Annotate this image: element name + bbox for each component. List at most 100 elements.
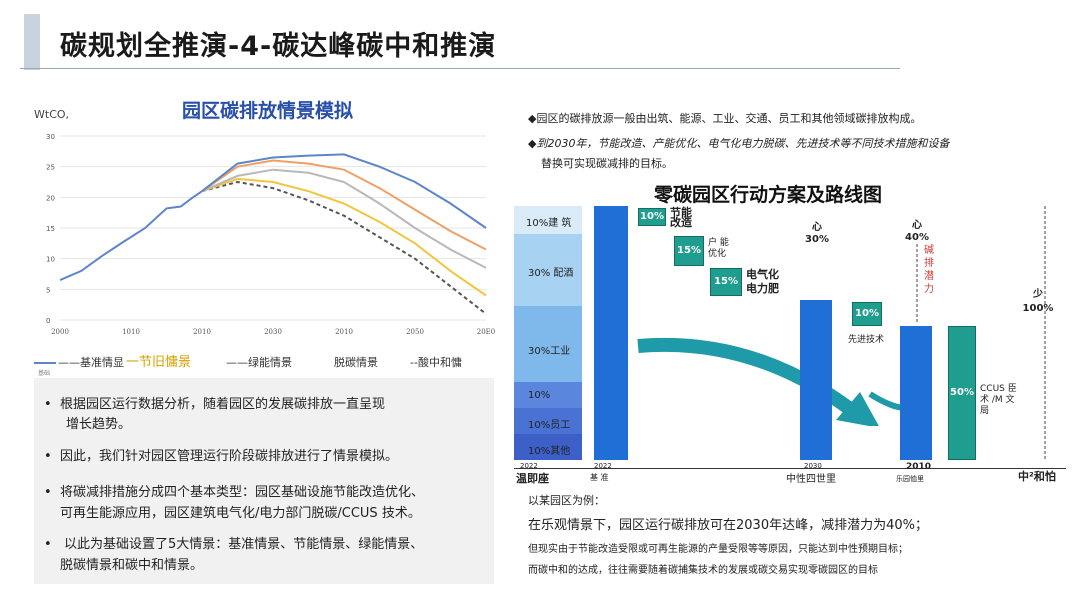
x-tick-label: 1010	[122, 328, 140, 336]
example-line-optimistic: 在乐观情景下，园区运行碳排放可在2030年达峰，减排潜力为40%；	[528, 518, 928, 533]
bullet-text: 将碳减排措施分成四个基本类型：园区基础设施节能改造优化、	[60, 485, 425, 500]
total-range-line	[1044, 206, 1046, 460]
series-line-1	[201, 159, 487, 251]
stack-segment-building: 10%建 筑	[514, 206, 582, 234]
bullet-text: 根据园区运行数据分析，随着园区的发展碳排放一直呈现	[60, 397, 386, 412]
title-bar: 碳规划全推演-4-碳达峰碳中和推演	[24, 14, 1080, 72]
y-tick-label: 0	[46, 317, 50, 325]
legend-label: 脱碳情景	[334, 356, 378, 369]
stack-segment-industry: 30%工业	[514, 306, 582, 382]
measure-label-capacity: 户 能 优化	[708, 238, 729, 259]
callout-100: 少 100%	[1022, 289, 1054, 314]
legend-label: --酸中和慵	[410, 356, 462, 369]
bullet-text: 可再生能源应用，园区建筑电气化/电力部门脱碳/CCUS 技术。	[60, 506, 421, 521]
legend-footnote: 基础	[38, 370, 51, 377]
measure-box-retrofit: 10%	[638, 208, 666, 226]
example-heading: 以某园区为例：	[528, 494, 605, 507]
source-note: ◆园区的碳排放源一般由出筑、能源、工业、交通、员工和其他领域碳排放构成。	[528, 112, 922, 125]
example-line-reality: 但现实由于节能改造受限或可再生能源的产量受限等等原因，只能达到中性预期目标；	[528, 544, 908, 555]
page-title: 碳规划全推演-4-碳达峰碳中和推演	[60, 31, 497, 62]
analysis-text-panel: • 根据园区运行数据分析，随着园区的发展碳排放一直呈现 增长趋势。 • 因此，我…	[34, 378, 494, 584]
axis-year-neutral: 2010	[906, 462, 932, 472]
bullet-text: 脱碳情景和碳中和情景。	[60, 558, 204, 573]
series-line-0	[201, 153, 487, 229]
legend-item-decarbon: 脱碳情景	[334, 354, 378, 370]
axis-label-neutral: 乐园恤里	[896, 475, 924, 483]
y-tick-label: 15	[46, 225, 55, 233]
measure-label-electrify: 电气化 电力肥	[746, 268, 779, 295]
x-tick-label: 2000	[51, 328, 69, 336]
axis-year-start: 2022	[520, 462, 538, 470]
reduction-range-line	[916, 244, 918, 324]
legend-swatch	[34, 362, 56, 364]
bar-neutral-expected	[900, 326, 932, 460]
axis-label-peak: 中性四世里	[786, 474, 836, 485]
target-note: ◆到2030年，节能改造、产能优化、电气化电力脱碳、先进技术等不同技术措施和设备	[528, 137, 950, 150]
bar-2030	[800, 300, 832, 460]
measure-label-advanced-tech: 先进技术	[848, 335, 885, 345]
legend-item-baseline: ——基准情显	[34, 354, 124, 370]
y-tick-label: 25	[46, 164, 55, 172]
measure-box-advanced-tech: 10%	[852, 302, 882, 326]
y-axis-unit: WtCO,	[34, 108, 70, 121]
title-accent-bar	[24, 14, 40, 70]
chart-legend: ——基准情显 一节旧慵景 ——绿能情景 脱碳情景 --酸中和慵 基础	[34, 350, 496, 377]
stack-label: 10%员工	[528, 420, 571, 431]
roadmap-diagram: 10%建 筑 30% 配酒 30%工业 10% 10%员工 10%其他 10% …	[514, 206, 1080, 485]
measure-box-ccus: 50%	[948, 326, 976, 460]
stack-label: 10%其他	[528, 446, 571, 457]
measure-box-capacity: 15%	[674, 236, 704, 266]
legend-item-neutral: --酸中和慵	[410, 354, 462, 370]
measure-label-retrofit: 节能改造	[670, 206, 692, 229]
series-line-4	[201, 180, 487, 315]
x-tick-label: 2030	[264, 328, 282, 336]
title-divider	[20, 68, 900, 69]
legend-item-green-energy: ——绿能情景	[226, 354, 292, 370]
stack-label: 10%	[528, 390, 551, 401]
chart-title: 园区碳排放情景模拟	[182, 100, 354, 122]
series-line-2	[201, 168, 487, 269]
stack-segment-staff: 10%员工	[514, 408, 582, 434]
bullet-dot: •	[44, 397, 52, 412]
axis-label-baseline: 基 准	[590, 473, 609, 482]
measure-label-ccus: CCUS 臣 术 /M 文 局	[980, 384, 1017, 416]
bullet-dot: •	[44, 485, 52, 500]
series-line-3	[201, 177, 487, 297]
legend-item-energy-saving: 一节旧慵景	[126, 351, 191, 370]
axis-label-current: 温即座	[516, 472, 549, 485]
y-tick-label: 5	[46, 286, 50, 294]
x-tick-label: 2010	[335, 328, 353, 336]
y-tick-label: 10	[46, 256, 55, 264]
bullet-dot: •	[44, 449, 52, 464]
stack-segment-transport: 10%	[514, 382, 582, 408]
stack-segment-energy: 30% 配酒	[514, 234, 582, 306]
stack-label: 10%建 筑	[526, 218, 572, 229]
x-tick-label: 2010	[193, 328, 211, 336]
legend-label: ——绿能情景	[226, 356, 292, 369]
stack-label: 30%工业	[528, 346, 571, 357]
arrow-head-large	[836, 392, 879, 426]
stack-label: 30% 配酒	[528, 268, 574, 279]
roadmap-title: 零碳园区行动方案及路线图	[654, 184, 883, 206]
example-line-neutrality: 而碳中和的达成，往往需要随着碳捕集技术的发展或碳交易实现零碳园区的目标	[528, 565, 878, 576]
x-tick-label: 2050	[406, 328, 424, 336]
stack-segment-other: 10%其他	[514, 434, 582, 460]
x-tick-label: 20E0	[477, 328, 495, 336]
bullet-dot: •	[44, 537, 52, 552]
legend-label: 一节旧慵景	[126, 355, 192, 370]
target-note-cont: 替换可实现碳减排的目标。	[541, 157, 673, 170]
baseline-bar	[594, 206, 628, 460]
bullet-text: 增长趋势。	[66, 417, 132, 432]
axis-label-carbon-neutral: 中²和怕	[1018, 470, 1056, 483]
legend-label: ——基准情显	[58, 356, 124, 369]
callout-30: 心 30%	[805, 222, 829, 245]
y-tick-label: 20	[46, 194, 55, 202]
measure-box-electrify: 15%	[710, 268, 742, 296]
axis-year-baseline: 2022	[594, 462, 612, 470]
reduction-potential-label: 碱 排 潜 力	[924, 245, 934, 295]
bullet-text: 以此为基础设置了5大情景：基准情景、节能情景、绿能情景、	[64, 537, 424, 552]
series-line-history	[59, 190, 203, 282]
callout-40: 心 40%	[905, 220, 929, 243]
y-tick-label: 30	[46, 133, 55, 141]
line-chart-svg: 0 5 10 15 20 25 30 2000 1010 2010 2030 2010 2050 20E0	[46, 133, 495, 336]
